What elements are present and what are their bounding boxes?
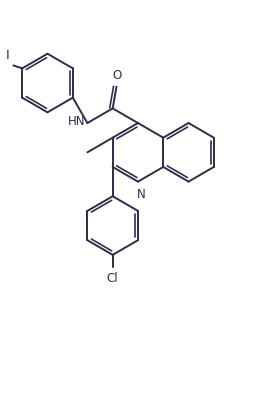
Text: Cl: Cl	[107, 272, 118, 285]
Text: N: N	[137, 187, 145, 200]
Text: O: O	[113, 69, 122, 82]
Text: HN: HN	[68, 115, 86, 127]
Text: I: I	[6, 50, 9, 62]
